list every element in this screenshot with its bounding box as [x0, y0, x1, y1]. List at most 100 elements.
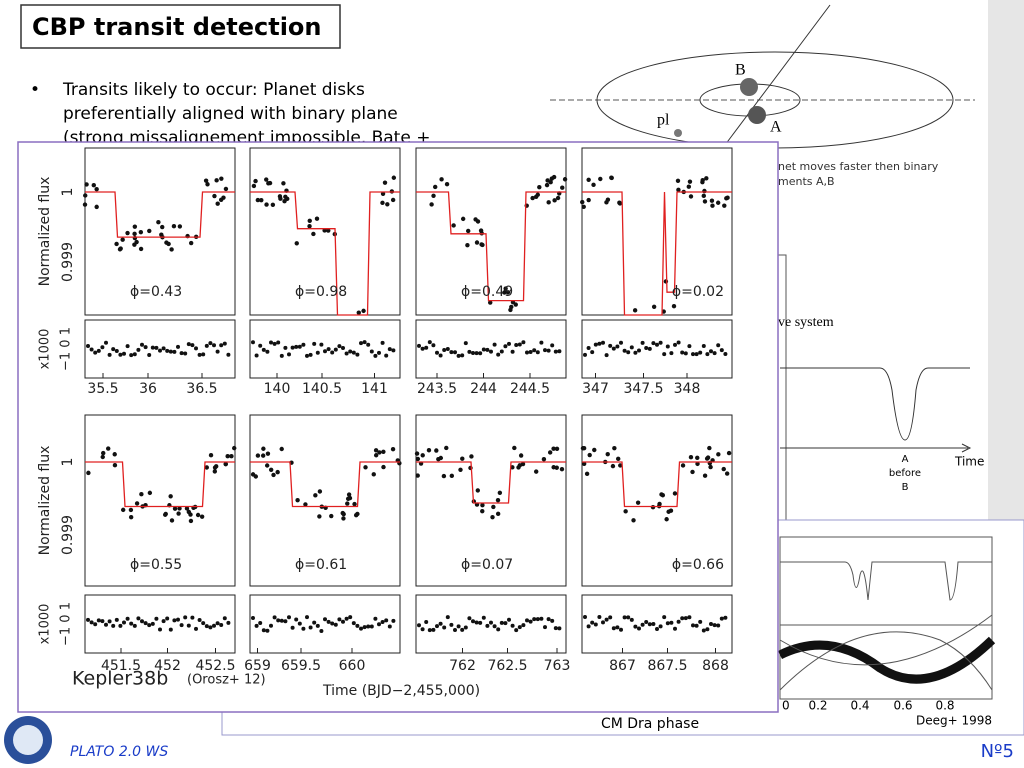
residual-point	[417, 623, 421, 628]
phase-label: ϕ=0.98	[295, 284, 347, 300]
residual-point	[86, 617, 90, 622]
residual-point	[147, 623, 152, 628]
residual-point	[323, 349, 327, 354]
residual-point	[176, 617, 180, 622]
residual-point	[662, 615, 667, 620]
residual-point	[467, 616, 472, 621]
residual-point	[583, 615, 587, 620]
flux-point	[232, 445, 237, 451]
x-tick-label: 244.5	[510, 381, 550, 397]
flux-point	[120, 507, 126, 513]
residual-point	[514, 342, 519, 347]
x-tick-label: 348	[674, 381, 701, 397]
residual-point	[136, 616, 141, 621]
residual-point	[723, 615, 728, 620]
residual-point	[521, 623, 526, 628]
flux-point	[688, 194, 694, 199]
residual-point	[204, 624, 209, 629]
residual-point	[694, 623, 699, 628]
x-tick-label: 659.5	[281, 658, 321, 674]
flux-point	[138, 246, 144, 252]
flux-panel	[415, 414, 567, 587]
residual-point	[377, 350, 381, 355]
residual-point	[553, 626, 558, 631]
residual-point	[107, 619, 112, 624]
flux-point	[474, 240, 480, 245]
flux-point	[91, 183, 96, 188]
flux-point	[513, 302, 518, 307]
axis-label: CM Dra phase	[601, 716, 699, 732]
flux-point	[380, 191, 386, 196]
residual-point	[212, 343, 216, 348]
x-tick-label: 35.5	[87, 381, 118, 397]
residual-point	[312, 620, 317, 625]
residual-point	[489, 620, 493, 625]
residual-point	[503, 344, 508, 349]
residual-point	[326, 619, 331, 624]
residual-point	[619, 340, 623, 345]
flux-point	[505, 290, 511, 295]
tick: 0.2	[808, 699, 827, 713]
residual-point	[122, 620, 126, 625]
residual-point	[269, 340, 273, 345]
residual-point	[665, 344, 670, 349]
residual-point	[485, 347, 490, 352]
flux-point	[512, 445, 517, 451]
residual-point	[543, 625, 547, 630]
flux-point	[264, 202, 269, 207]
flux-point	[390, 197, 396, 203]
residual-point	[154, 345, 159, 350]
residual-point	[319, 628, 324, 633]
residual-point	[226, 352, 231, 357]
flux-point	[460, 456, 465, 461]
residual-point	[258, 621, 263, 626]
residual-point	[265, 628, 270, 633]
residual-point	[344, 616, 349, 621]
note: net moves faster then binary	[778, 160, 939, 173]
flux-point	[581, 204, 586, 210]
flux-point	[688, 455, 694, 460]
flux-point	[708, 464, 713, 470]
bullet-marker: •	[30, 80, 40, 100]
flux-point	[559, 466, 565, 472]
residual-point	[442, 625, 447, 630]
residual-point	[143, 345, 148, 350]
flux-point	[605, 451, 610, 457]
residual-point	[308, 352, 313, 357]
label: Time	[954, 455, 984, 469]
flux-point	[205, 182, 210, 187]
flux-point	[166, 241, 171, 247]
residual-point	[539, 340, 544, 345]
residual-panel	[581, 319, 733, 379]
flux-point	[341, 516, 346, 521]
flux-point	[94, 204, 99, 210]
residual-point	[586, 624, 591, 629]
residual-point	[496, 352, 501, 357]
residual-point	[168, 627, 173, 632]
residual-point	[179, 623, 184, 628]
residual-panel	[581, 594, 733, 654]
flux-point	[439, 177, 444, 182]
residual-point	[467, 349, 472, 354]
residual-point	[323, 617, 327, 622]
flux-point	[516, 465, 521, 470]
residual-point	[449, 622, 454, 627]
residual-point	[125, 344, 130, 349]
residual-panel	[249, 319, 401, 379]
residual-point	[150, 345, 155, 350]
residual-point	[662, 352, 667, 357]
eclipse-curve	[780, 367, 970, 441]
flux-point	[631, 518, 636, 523]
residual-point	[615, 344, 620, 349]
flux-point	[112, 452, 117, 457]
flux-point	[162, 512, 168, 517]
flux-point	[125, 230, 130, 236]
flux-point	[275, 469, 280, 475]
flux-point	[551, 446, 556, 451]
residual-point	[647, 346, 652, 351]
model-curve	[416, 461, 566, 504]
flux-point	[282, 199, 287, 204]
flux-point	[340, 510, 345, 516]
residual-point	[297, 621, 302, 626]
